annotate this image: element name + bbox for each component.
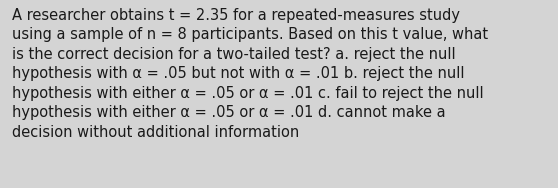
Text: A researcher obtains t = 2.35 for a repeated-measures study
using a sample of n : A researcher obtains t = 2.35 for a repe…	[12, 8, 488, 140]
